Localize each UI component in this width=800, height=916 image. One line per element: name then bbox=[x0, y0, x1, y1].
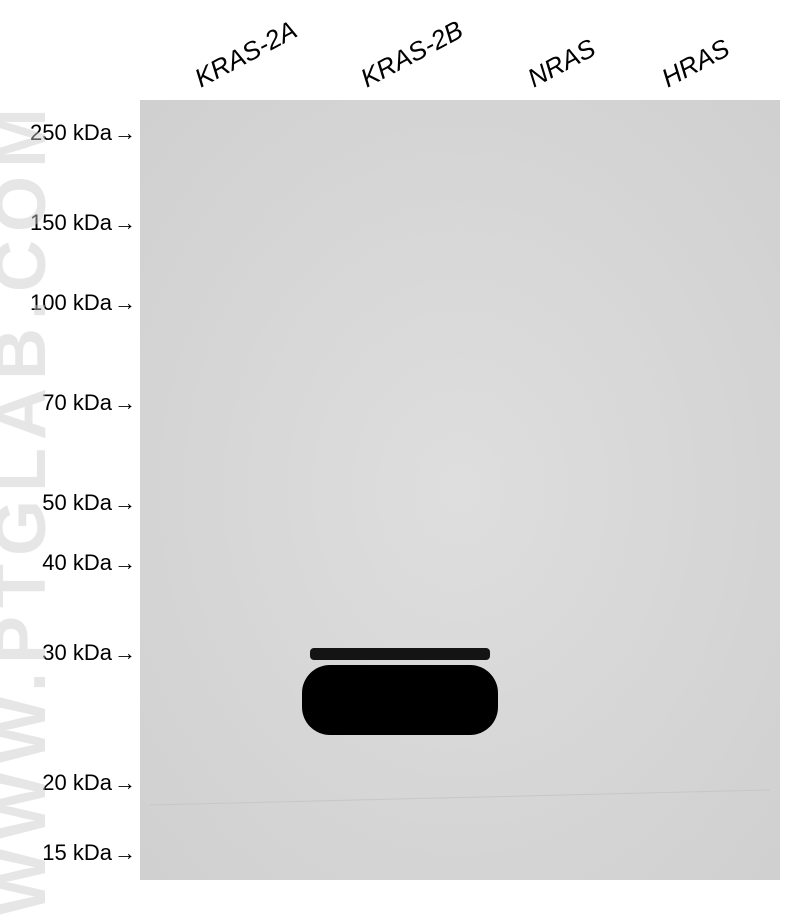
arrow-right-icon: → bbox=[114, 390, 136, 416]
arrow-right-icon: → bbox=[114, 290, 136, 316]
arrow-right-icon: → bbox=[114, 210, 136, 236]
mw-marker-label: 100 kDa bbox=[30, 290, 112, 316]
arrow-right-icon: → bbox=[114, 120, 136, 146]
arrow-right-icon: → bbox=[114, 490, 136, 516]
blot-background-svg bbox=[140, 100, 780, 880]
mw-marker-label: 50 kDa bbox=[42, 490, 112, 516]
mw-marker-6: 30 kDa→ bbox=[42, 640, 136, 666]
mw-marker-7: 20 kDa→ bbox=[42, 770, 136, 796]
mw-marker-label: 150 kDa bbox=[30, 210, 112, 236]
lane-label-2: NRAS bbox=[522, 33, 600, 94]
lane-label-0: KRAS-2A bbox=[189, 14, 302, 94]
mw-marker-label: 250 kDa bbox=[30, 120, 112, 146]
mw-marker-label: 70 kDa bbox=[42, 390, 112, 416]
mw-marker-1: 150 kDa→ bbox=[30, 210, 136, 236]
arrow-right-icon: → bbox=[114, 840, 136, 866]
marker-labels-container: 250 kDa→150 kDa→100 kDa→70 kDa→50 kDa→40… bbox=[0, 100, 140, 880]
lane-label-3: HRAS bbox=[657, 33, 735, 94]
blot-band-1 bbox=[302, 665, 498, 735]
mw-marker-8: 15 kDa→ bbox=[42, 840, 136, 866]
arrow-right-icon: → bbox=[114, 770, 136, 796]
mw-marker-label: 15 kDa bbox=[42, 840, 112, 866]
arrow-right-icon: → bbox=[114, 550, 136, 576]
mw-marker-2: 100 kDa→ bbox=[30, 290, 136, 316]
blot-band-0 bbox=[310, 648, 490, 660]
lane-label-1: KRAS-2B bbox=[356, 14, 469, 94]
mw-marker-4: 50 kDa→ bbox=[42, 490, 136, 516]
arrow-right-icon: → bbox=[114, 640, 136, 666]
mw-marker-5: 40 kDa→ bbox=[42, 550, 136, 576]
mw-marker-label: 40 kDa bbox=[42, 550, 112, 576]
lane-labels-container: KRAS-2A KRAS-2B NRAS HRAS bbox=[140, 10, 780, 100]
mw-marker-label: 20 kDa bbox=[42, 770, 112, 796]
mw-marker-3: 70 kDa→ bbox=[42, 390, 136, 416]
mw-marker-0: 250 kDa→ bbox=[30, 120, 136, 146]
blot-membrane bbox=[140, 100, 780, 880]
mw-marker-label: 30 kDa bbox=[42, 640, 112, 666]
